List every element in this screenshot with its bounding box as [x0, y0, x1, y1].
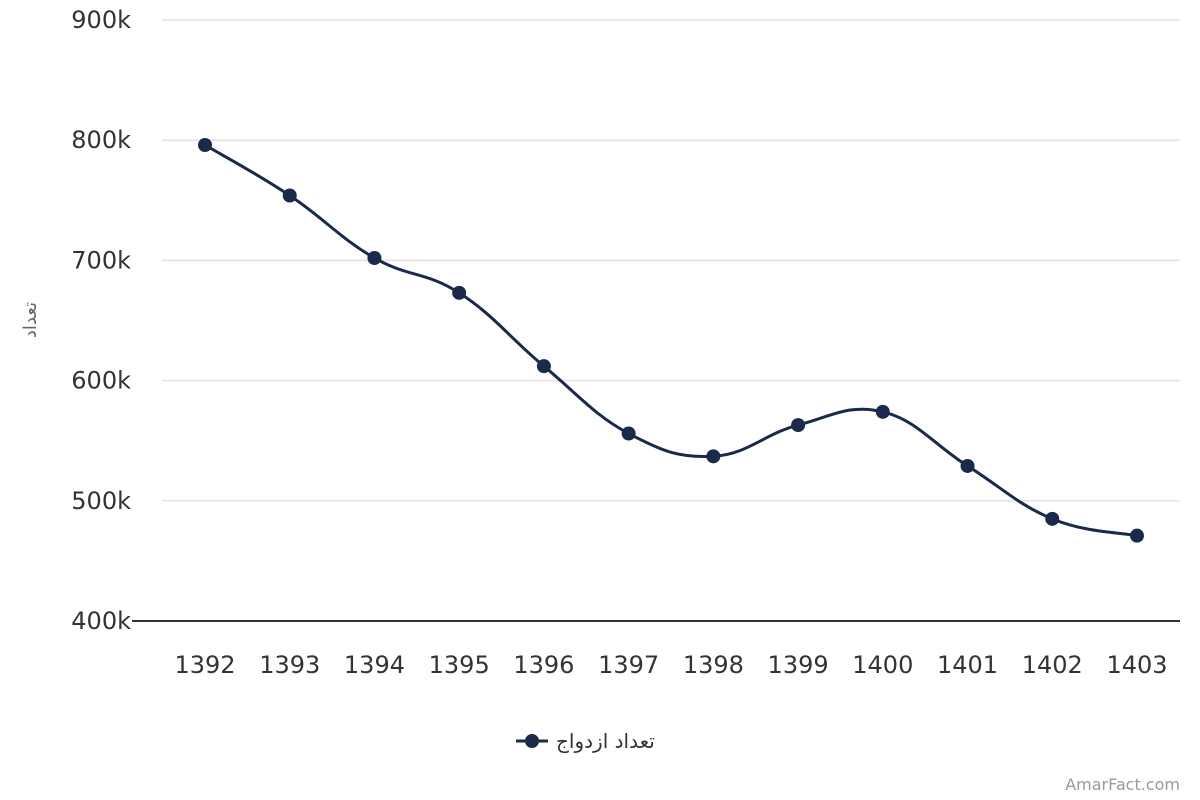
data-point[interactable] — [452, 285, 467, 300]
x-tick-label: 1400 — [852, 651, 913, 679]
data-point[interactable] — [791, 418, 806, 433]
y-axis-label: تعداد — [20, 302, 41, 338]
data-point[interactable] — [1045, 511, 1060, 526]
y-tick-label: 400k — [71, 607, 131, 635]
y-axis-ticks: 400k 500k 600k 700k 800k 900k — [71, 6, 131, 635]
legend[interactable]: تعداد ازدواج — [516, 729, 655, 753]
x-tick-label: 1402 — [1022, 651, 1083, 679]
data-point[interactable] — [960, 458, 975, 473]
x-tick-label: 1397 — [598, 651, 659, 679]
series-points — [198, 138, 1144, 543]
data-point[interactable] — [367, 250, 382, 265]
x-tick-label: 1399 — [768, 651, 829, 679]
data-point[interactable] — [536, 359, 551, 374]
x-tick-label: 1395 — [429, 651, 490, 679]
data-point[interactable] — [1130, 528, 1144, 543]
y-tick-label: 800k — [71, 126, 131, 154]
x-tick-label: 1403 — [1106, 651, 1167, 679]
legend-label: تعداد ازدواج — [556, 729, 655, 753]
y-tick-label: 900k — [71, 6, 131, 34]
x-tick-label: 1401 — [937, 651, 998, 679]
x-tick-label: 1392 — [174, 651, 235, 679]
y-tick-label: 500k — [71, 487, 131, 515]
watermark: AmarFact.com — [1065, 775, 1180, 794]
data-point[interactable] — [875, 404, 890, 419]
x-axis-ticks: 1392 1393 1394 1395 1396 1397 1398 1399 1400 1401… — [174, 651, 1167, 679]
series-line — [204, 143, 1138, 538]
data-point[interactable] — [706, 449, 721, 464]
x-tick-label: 1396 — [513, 651, 574, 679]
grid-lines — [162, 19, 1180, 502]
legend-marker — [525, 734, 539, 748]
x-tick-label: 1398 — [683, 651, 744, 679]
y-tick-label: 600k — [71, 367, 131, 395]
x-tick-label: 1393 — [259, 651, 320, 679]
x-tick-label: 1394 — [344, 651, 405, 679]
data-point[interactable] — [198, 138, 212, 153]
data-point[interactable] — [621, 426, 636, 441]
data-point[interactable] — [282, 188, 297, 203]
y-tick-label: 700k — [71, 246, 131, 274]
